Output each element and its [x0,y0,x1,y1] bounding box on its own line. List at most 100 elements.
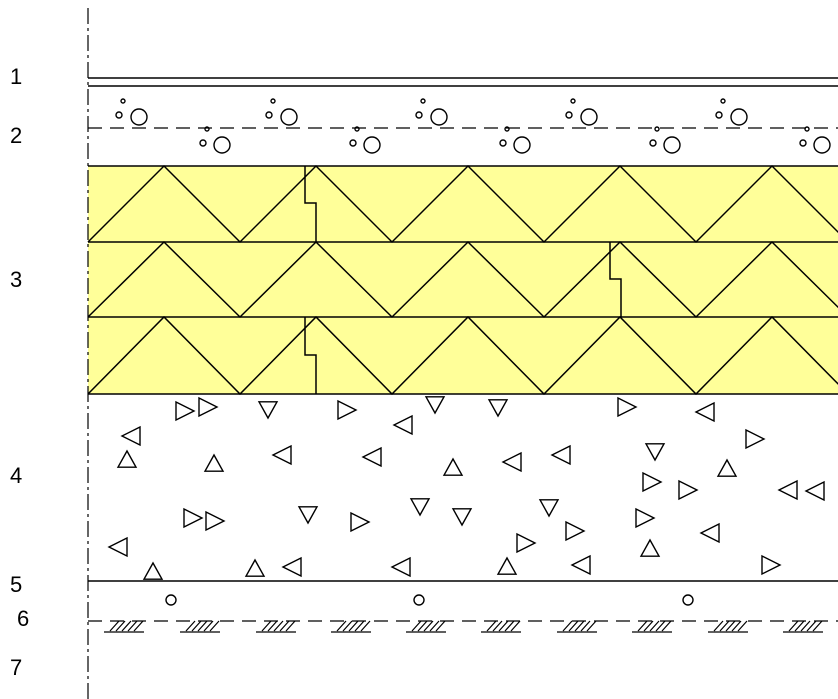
pebble-small [504,126,510,132]
earth-hatch-stroke [580,620,591,632]
aggregate-triangle [203,453,225,472]
aggregate-triangle [361,446,382,468]
pebble-small [115,111,123,119]
earth-hatch-stroke [486,620,497,632]
small-circle [682,594,694,606]
earth-hatch-stroke [649,620,660,632]
earth-hatch-stroke [800,620,811,632]
pebble-large [363,136,381,154]
aggregate-triangle [694,401,715,423]
aggregate-triangle [392,414,413,436]
aggregate-triangle [244,558,266,577]
pebble-large [513,136,531,154]
aggregate-triangle [496,556,518,575]
aggregate-triangle [639,538,661,557]
aggregate-triangle [281,556,302,578]
earth-hatch-stroke [806,620,817,632]
aggregate-triangle [565,520,586,542]
pebble-small [265,111,273,119]
earth-hatch-stroke [429,620,440,632]
aggregate-triangle [205,510,226,532]
pebble-small [565,111,573,119]
aggregate-triangle [257,401,279,420]
aggregate-triangle [550,444,571,466]
aggregate-triangle [487,399,509,418]
earth-hatch-stroke [285,620,296,632]
earth-hatch-stroke [109,620,120,632]
aggregate-triangle [183,507,204,529]
pebble-large [130,108,148,126]
earth-hatch-stroke [788,620,799,632]
pebble-large [430,108,448,126]
earth-hatch-stroke [661,620,672,632]
earth-hatch-stroke [562,620,573,632]
pebble-large [730,108,748,126]
earth-hatch-stroke [411,620,422,632]
insulation-fill [88,166,838,394]
pebble-small [715,111,723,119]
aggregate-triangle [451,508,473,527]
pebble-small [415,111,423,119]
small-circle [165,594,177,606]
aggregate-triangle [678,479,699,501]
aggregate-triangle [761,554,782,576]
earth-hatch-stroke [133,620,144,632]
earth-hatch-stroke [267,620,278,632]
pebble-large [813,136,831,154]
layer-label-3: 3 [10,267,22,292]
earth-hatch-stroke [342,620,353,632]
aggregate-triangle [120,425,141,447]
pebble-small [420,98,426,104]
aggregate-triangle [390,556,411,578]
earth-hatch-stroke [504,620,515,632]
aggregate-triangle [142,561,164,580]
earth-hatch-stroke [417,620,428,632]
pebble-small [654,126,660,132]
earth-hatch-stroke [725,620,736,632]
layer-label-2: 2 [10,123,22,148]
aggregate-triangle [570,554,591,576]
earth-hatch-stroke [713,620,724,632]
pebble-small [649,139,657,147]
gravel-pebbles [115,98,831,154]
aggregate-triangle [642,471,663,493]
earth-hatch-stroke [203,620,214,632]
earth-hatch-stroke [568,620,579,632]
pebble-large [580,108,598,126]
pebble-large [663,136,681,154]
aggregate-triangle [777,479,798,501]
aggregate-triangle [409,498,431,517]
aggregate-triangle [716,458,738,477]
aggregate-triangle [699,522,720,544]
earth-hatch-stroke [423,620,434,632]
layer-labels: 1 2 3 4 5 6 7 [10,64,29,680]
earth-hatch-stroke [279,620,290,632]
layer-label-6: 6 [17,606,29,631]
earth-hatch-stroke [794,620,805,632]
aggregate-triangle [337,399,358,421]
insulation-board-row-3 [87,315,838,396]
aggregate-triangle [297,506,319,525]
earth-hatch-stroke [197,620,208,632]
earth-hatch-stroke [273,620,284,632]
small-circle [413,594,425,606]
aggregate-triangle [424,396,446,415]
aggregate-triangle [107,536,128,558]
pebble-small [120,98,126,104]
board-joints [304,166,622,394]
earth-hatch-stroke [127,620,138,632]
earth-hatch-stroke [492,620,503,632]
earth-hatch-stroke [209,620,220,632]
pebble-small [270,98,276,104]
aggregate-triangle [516,532,537,554]
aggregate-triangle [350,511,371,533]
earth-hatch-stroke [354,620,365,632]
earth-hatch-stroke [115,620,126,632]
board-joint [304,317,317,394]
layer-boundaries [88,77,838,582]
pebble-small [804,126,810,132]
earth-hatch-stroke [121,620,132,632]
earth-hatch-stroke [360,620,371,632]
earth-hatch-stroke [348,620,359,632]
